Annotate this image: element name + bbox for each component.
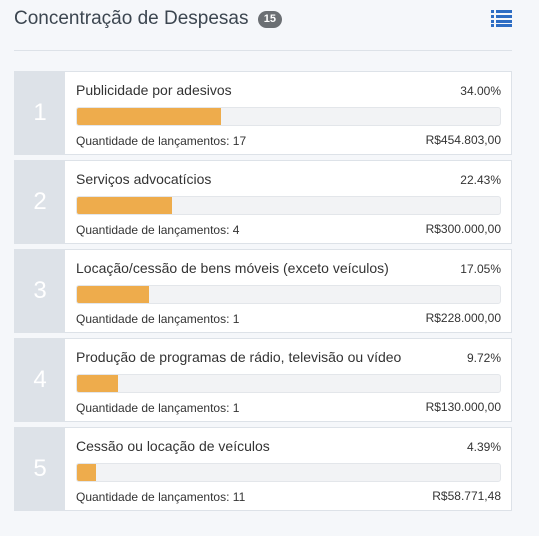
expense-value: R$130.000,00 <box>425 400 501 414</box>
expense-label: Cessão ou locação de veículos <box>76 438 270 454</box>
quantity-label: Quantidade de lançamentos: <box>76 490 230 504</box>
expense-value: R$300.000,00 <box>425 222 501 236</box>
quantity-label: Quantidade de lançamentos: <box>76 134 230 148</box>
quantity-label: Quantidade de lançamentos: <box>76 223 230 237</box>
expense-label: Locação/cessão de bens móveis (exceto ve… <box>76 260 389 276</box>
expense-percent: 9.72% <box>466 351 501 365</box>
progress-bar-fill <box>77 108 221 125</box>
expense-list: 1 Publicidade por adesivos 34.00% Quanti… <box>14 71 512 516</box>
progress-bar <box>76 196 501 215</box>
quantity-text: Quantidade de lançamentos: 4 <box>76 223 239 237</box>
quantity-text: Quantidade de lançamentos: 1 <box>76 401 239 415</box>
quantity-value: 17 <box>232 134 247 148</box>
progress-bar <box>76 463 501 482</box>
rank-number: 1 <box>15 72 65 154</box>
expense-percent: 4.39% <box>466 440 501 454</box>
list-view-icon[interactable] <box>491 10 512 27</box>
expense-value: R$228.000,00 <box>425 311 501 325</box>
rank-number: 2 <box>15 161 65 243</box>
expense-item[interactable]: 2 Serviços advocatícios 22.43% Quantidad… <box>14 160 512 244</box>
expense-item[interactable]: 4 Produção de programas de rádio, televi… <box>14 338 512 422</box>
quantity-value: 11 <box>232 490 246 504</box>
quantity-label: Quantidade de lançamentos: <box>76 312 230 326</box>
expense-value: R$454.803,00 <box>425 133 501 147</box>
progress-bar-fill <box>77 375 119 392</box>
quantity-value: 1 <box>232 401 240 415</box>
progress-bar <box>76 374 501 393</box>
quantity-text: Quantidade de lançamentos: 1 <box>76 312 239 326</box>
expense-percent: 22.43% <box>460 173 501 187</box>
count-badge: 15 <box>257 11 283 28</box>
expense-item[interactable]: 3 Locação/cessão de bens móveis (exceto … <box>14 249 512 333</box>
rank-number: 3 <box>15 250 65 332</box>
progress-bar-fill <box>77 464 96 481</box>
panel-header: Concentração de Despesas 15 <box>14 0 512 51</box>
expense-label: Publicidade por adesivos <box>76 82 232 98</box>
quantity-value: 4 <box>232 223 240 237</box>
quantity-label: Quantidade de lançamentos: <box>76 401 230 415</box>
quantity-text: Quantidade de lançamentos: 17 <box>76 134 246 148</box>
expense-value: R$58.771,48 <box>432 489 501 503</box>
expense-label: Serviços advocatícios <box>76 171 212 187</box>
expense-item[interactable]: 1 Publicidade por adesivos 34.00% Quanti… <box>14 71 512 155</box>
progress-bar <box>76 285 501 304</box>
expense-percent: 17.05% <box>460 262 501 276</box>
panel-title: Concentração de Despesas 15 <box>14 8 283 30</box>
rank-number: 5 <box>15 428 65 510</box>
progress-bar-fill <box>77 286 150 303</box>
quantity-value: 1 <box>232 312 240 326</box>
expense-item[interactable]: 5 Cessão ou locação de veículos 4.39% Qu… <box>14 427 512 511</box>
panel-title-text: Concentração de Despesas <box>14 8 249 29</box>
expense-label: Produção de programas de rádio, televisã… <box>76 349 402 365</box>
progress-bar <box>76 107 501 126</box>
progress-bar-fill <box>77 197 172 214</box>
quantity-text: Quantidade de lançamentos: 11 <box>76 490 245 504</box>
rank-number: 4 <box>15 339 65 421</box>
expense-percent: 34.00% <box>460 84 501 98</box>
